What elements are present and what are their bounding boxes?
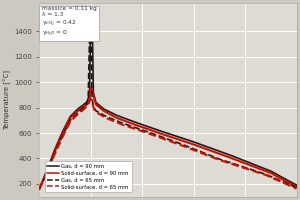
Y-axis label: Temperature [°C]: Temperature [°C] xyxy=(4,70,11,130)
Text: massice = 0.11 kg
λ = 1.3
γ$_{CO_2}$ = 0.42
γ$_{H_2O}$ = 0: massice = 0.11 kg λ = 1.3 γ$_{CO_2}$ = 0… xyxy=(42,6,97,38)
Legend: Gas, d = 90 mm, Solid-surface, d = 90 mm, Gas, d = 65 mm, Solid-surface, d = 65 : Gas, d = 90 mm, Solid-surface, d = 90 mm… xyxy=(45,161,132,192)
